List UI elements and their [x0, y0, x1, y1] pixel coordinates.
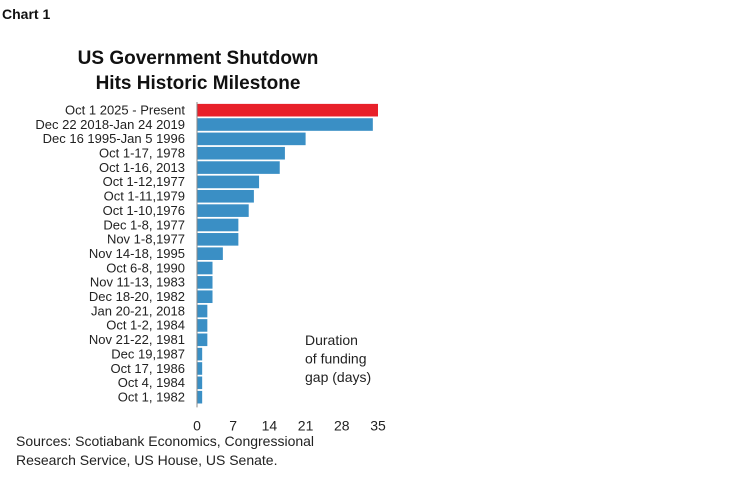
annotation-line-2: of funding — [305, 351, 367, 367]
chart-title-line-1: US Government Shutdown — [77, 48, 319, 69]
category-label-6: Oct 1-11,1979 — [104, 189, 185, 204]
bar-2 — [197, 132, 306, 146]
x-tick-label-0: 0 — [193, 417, 201, 433]
category-label-11: Oct 6-8, 1990 — [106, 260, 185, 275]
bar-17 — [197, 347, 203, 361]
category-label-2: Dec 16 1995-Jan 5 1996 — [43, 131, 185, 146]
bar-14 — [197, 304, 208, 318]
x-tick-label-1: 7 — [229, 417, 237, 433]
bar-20 — [197, 390, 203, 404]
category-label-20: Oct 1, 1982 — [118, 389, 185, 404]
bar-5 — [197, 175, 260, 189]
bar-10 — [197, 247, 223, 260]
category-label-5: Oct 1-12,1977 — [103, 174, 185, 189]
category-label-18: Oct 17, 1986 — [111, 361, 185, 376]
source-note: Sources: Scotiabank Economics, Congressi… — [16, 432, 436, 470]
category-label-0: Oct 1 2025 - Present — [65, 102, 185, 117]
category-label-15: Oct 1-2, 1984 — [106, 318, 185, 333]
bar-11 — [197, 261, 213, 275]
category-label-19: Oct 4, 1984 — [118, 375, 185, 390]
chart-title-line-2: Hits Historic Milestone — [95, 73, 301, 94]
bar-16 — [197, 333, 208, 347]
x-tick-label-4: 28 — [334, 417, 350, 433]
category-label-12: Nov 11-13, 1983 — [90, 275, 185, 290]
annotation-line-1: Duration — [305, 332, 358, 348]
category-label-1: Dec 22 2018-Jan 24 2019 — [35, 117, 185, 132]
category-label-16: Nov 21-22, 1981 — [89, 332, 185, 347]
category-label-14: Jan 20-21, 2018 — [91, 303, 185, 318]
category-label-4: Oct 1-16, 2013 — [99, 160, 185, 175]
chart-title: US Government Shutdown Hits Historic Mil… — [48, 46, 348, 96]
bar-3 — [197, 146, 285, 160]
category-label-3: Oct 1-17, 1978 — [99, 146, 185, 161]
source-line-1: Sources: Scotiabank Economics, Congressi… — [16, 433, 315, 449]
category-label-17: Dec 19,1987 — [111, 346, 185, 361]
source-line-2: Research Service, US House, US Senate. — [16, 452, 278, 468]
annotation-line-3: gap (days) — [305, 369, 371, 385]
category-label-10: Nov 14-18, 1995 — [89, 246, 185, 261]
chart-label: Chart 1 — [2, 6, 51, 22]
bar-13 — [197, 290, 213, 304]
bar-8 — [197, 218, 239, 232]
bar-7 — [197, 204, 249, 217]
bar-9 — [197, 233, 239, 246]
category-label-9: Nov 1-8,1977 — [107, 232, 185, 247]
x-tick-label-3: 21 — [298, 417, 314, 433]
category-label-7: Oct 1-10,1976 — [103, 203, 185, 218]
x-tick-label-2: 14 — [262, 417, 278, 433]
bar-15 — [197, 319, 208, 332]
bar-6 — [197, 189, 254, 203]
bar-0 — [197, 103, 378, 117]
bar-18 — [197, 362, 203, 375]
category-label-8: Dec 1-8, 1977 — [103, 217, 185, 232]
x-tick-label-5: 35 — [370, 417, 386, 433]
category-label-13: Dec 18-20, 1982 — [89, 289, 185, 304]
bar-12 — [197, 276, 213, 289]
bar-19 — [197, 376, 203, 390]
bar-4 — [197, 161, 280, 174]
bar-1 — [197, 118, 373, 131]
